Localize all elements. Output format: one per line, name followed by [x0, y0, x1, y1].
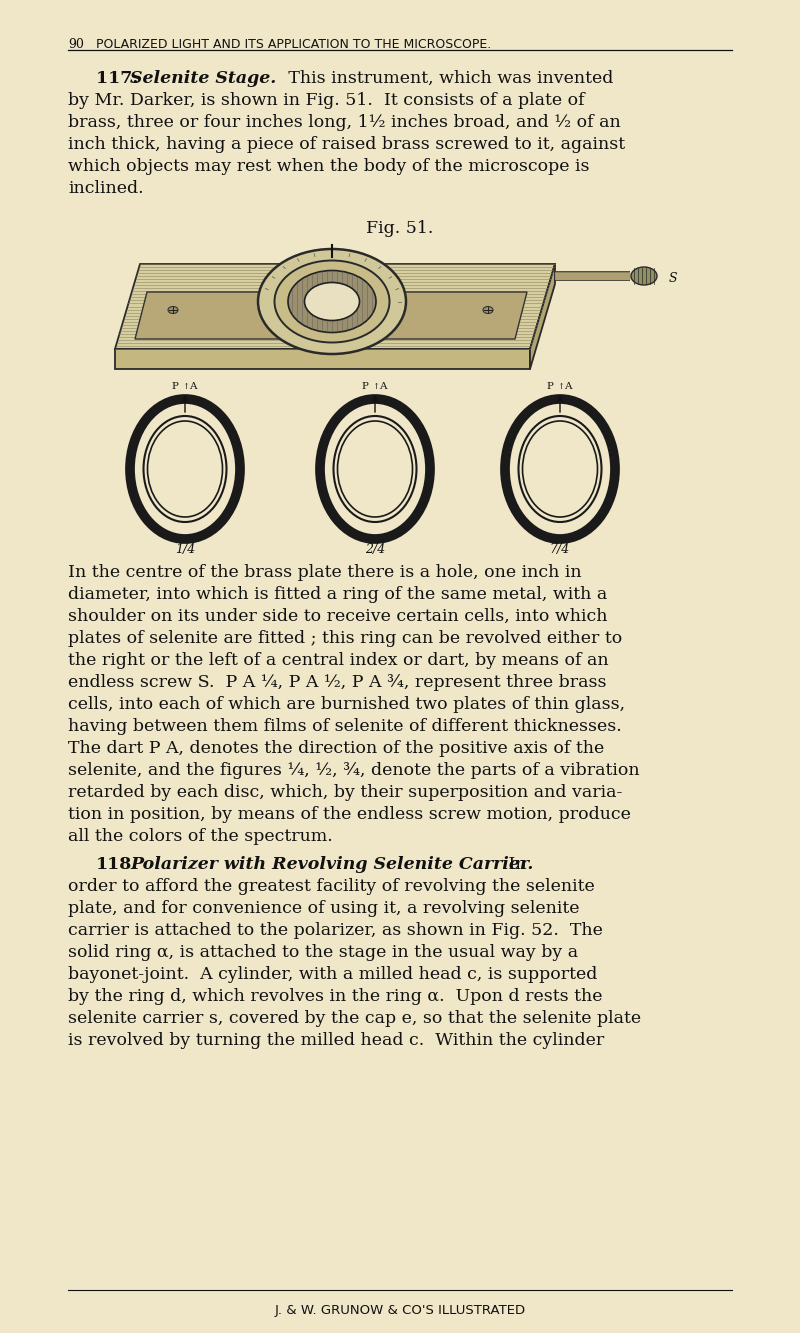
Polygon shape	[115, 349, 530, 369]
Text: The dart P A, denotes the direction of the positive axis of the: The dart P A, denotes the direction of t…	[68, 740, 604, 757]
Text: P: P	[171, 383, 178, 391]
Text: A: A	[379, 383, 386, 391]
Text: having between them films of selenite of different thicknesses.: having between them films of selenite of…	[68, 718, 622, 734]
Ellipse shape	[631, 267, 657, 285]
Text: shoulder on its under side to receive certain cells, into which: shoulder on its under side to receive ce…	[68, 608, 607, 625]
Text: diameter, into which is fitted a ring of the same metal, with a: diameter, into which is fitted a ring of…	[68, 587, 607, 603]
Text: retarded by each disc, which, by their superposition and varia-: retarded by each disc, which, by their s…	[68, 784, 622, 801]
Ellipse shape	[147, 421, 222, 517]
Ellipse shape	[305, 283, 359, 320]
Ellipse shape	[338, 421, 413, 517]
Text: selenite carrier s, covered by the cap e, so that the selenite plate: selenite carrier s, covered by the cap e…	[68, 1010, 641, 1026]
Text: 118.: 118.	[96, 856, 138, 873]
Text: plate, and for convenience of using it, a revolving selenite: plate, and for convenience of using it, …	[68, 900, 579, 917]
Text: ↑: ↑	[557, 383, 564, 391]
Ellipse shape	[483, 307, 493, 313]
Text: is revolved by turning the milled head c.  Within the cylinder: is revolved by turning the milled head c…	[68, 1032, 604, 1049]
Text: solid ring α, is attached to the stage in the usual way by a: solid ring α, is attached to the stage i…	[68, 944, 578, 961]
Ellipse shape	[320, 399, 430, 539]
Text: Polarizer with Revolving Selenite Carrier.: Polarizer with Revolving Selenite Carrie…	[130, 856, 534, 873]
Text: A: A	[189, 383, 197, 391]
Text: POLARIZED LIGHT AND ITS APPLICATION TO THE MICROSCOPE.: POLARIZED LIGHT AND ITS APPLICATION TO T…	[96, 39, 491, 51]
Text: Fig. 51.: Fig. 51.	[366, 220, 434, 237]
Text: plates of selenite are fitted ; this ring can be revolved either to: plates of selenite are fitted ; this rin…	[68, 631, 622, 647]
Text: In the centre of the brass plate there is a hole, one inch in: In the centre of the brass plate there i…	[68, 564, 582, 581]
Text: This instrument, which was invented: This instrument, which was invented	[271, 71, 614, 87]
Text: order to afford the greatest facility of revolving the selenite: order to afford the greatest facility of…	[68, 878, 594, 894]
Text: inch thick, having a piece of raised brass screwed to it, against: inch thick, having a piece of raised bra…	[68, 136, 625, 153]
Text: cells, into each of which are burnished two plates of thin glass,: cells, into each of which are burnished …	[68, 696, 625, 713]
Text: inclined.: inclined.	[68, 180, 144, 197]
Text: selenite, and the figures ¼, ½, ¾, denote the parts of a vibration: selenite, and the figures ¼, ½, ¾, denot…	[68, 762, 640, 778]
Text: 2/4: 2/4	[365, 543, 385, 556]
Text: ↑: ↑	[182, 383, 189, 391]
Text: carrier is attached to the polarizer, as shown in Fig. 52.  The: carrier is attached to the polarizer, as…	[68, 922, 603, 938]
Ellipse shape	[288, 271, 376, 332]
Text: In: In	[491, 856, 526, 873]
Text: P: P	[361, 383, 368, 391]
Text: 7/4: 7/4	[550, 543, 570, 556]
Text: the right or the left of a central index or dart, by means of an: the right or the left of a central index…	[68, 652, 609, 669]
Text: by the ring d, which revolves in the ring α.  Upon d rests the: by the ring d, which revolves in the rin…	[68, 988, 602, 1005]
Text: 1/4: 1/4	[175, 543, 195, 556]
Text: which objects may rest when the body of the microscope is: which objects may rest when the body of …	[68, 159, 590, 175]
Text: 90: 90	[68, 39, 84, 51]
Text: Selenite Stage.: Selenite Stage.	[130, 71, 276, 87]
Ellipse shape	[505, 399, 615, 539]
Ellipse shape	[274, 260, 390, 343]
Text: endless screw S.  P A ¼, P A ½, P A ¾, represent three brass: endless screw S. P A ¼, P A ½, P A ¾, re…	[68, 674, 606, 690]
Text: tion in position, by means of the endless screw motion, produce: tion in position, by means of the endles…	[68, 806, 631, 822]
Ellipse shape	[130, 399, 240, 539]
Polygon shape	[135, 292, 527, 339]
Text: J. & W. GRUNOW & CO'S ILLUSTRATED: J. & W. GRUNOW & CO'S ILLUSTRATED	[274, 1304, 526, 1317]
Ellipse shape	[168, 307, 178, 313]
Ellipse shape	[258, 249, 406, 355]
Text: 117.: 117.	[96, 71, 147, 87]
Text: by Mr. Darker, is shown in Fig. 51.  It consists of a plate of: by Mr. Darker, is shown in Fig. 51. It c…	[68, 92, 585, 109]
Text: bayonet-joint.  A cylinder, with a milled head c, is supported: bayonet-joint. A cylinder, with a milled…	[68, 966, 598, 982]
Text: P: P	[546, 383, 553, 391]
Polygon shape	[115, 264, 555, 349]
Polygon shape	[530, 264, 555, 369]
Text: A: A	[564, 383, 571, 391]
Text: ↑: ↑	[372, 383, 379, 391]
Text: all the colors of the spectrum.: all the colors of the spectrum.	[68, 828, 333, 845]
Ellipse shape	[522, 421, 598, 517]
Text: S: S	[669, 272, 678, 285]
Text: brass, three or four inches long, 1½ inches broad, and ½ of an: brass, three or four inches long, 1½ inc…	[68, 115, 621, 131]
